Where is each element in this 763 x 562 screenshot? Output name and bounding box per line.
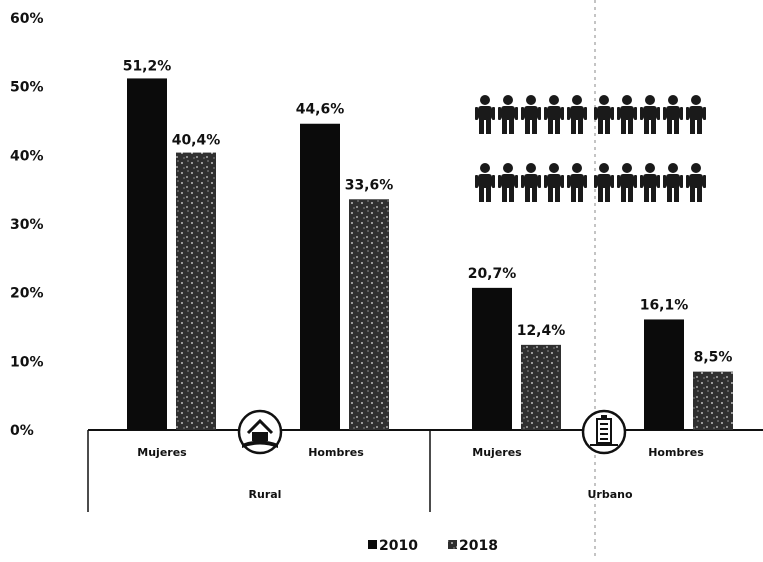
y-tick-label: 20% [10,286,44,302]
bar-2018-2 [521,344,561,430]
people-icon [521,95,541,134]
house-ground [242,440,278,448]
urban-building-icon [581,409,627,455]
house-body [252,432,268,441]
people-icon [640,163,660,202]
people-icon [521,163,541,202]
category-label: Mujeres [137,446,187,459]
value-label: 8,5% [694,350,733,366]
people-icon [475,163,495,202]
bar-2018-0 [176,152,216,430]
value-label: 16,1% [640,297,689,313]
legend-label: 2018 [459,538,498,554]
bar-2018-3 [693,371,733,430]
value-label: 40,4% [172,133,221,149]
people-icon [640,95,660,134]
legend-swatch-2010 [368,540,377,549]
y-tick-label: 10% [10,354,44,370]
legend-swatch-2018 [448,540,457,549]
rural-house-icon [237,409,283,455]
legend-label: 2010 [379,538,418,554]
value-label: 20,7% [468,266,517,282]
y-tick-label: 40% [10,148,44,164]
bar-2010-0 [127,78,167,430]
bar-2018-1 [349,199,389,430]
people-icon [475,95,495,134]
people-icon [567,163,587,202]
y-tick-label: 0% [10,423,34,439]
people-icon [498,163,518,202]
bar-2010-3 [644,319,684,430]
people-icon [663,95,683,134]
people-icon [594,163,614,202]
value-label: 51,2% [123,58,172,74]
y-tick-label: 60% [10,11,44,27]
icon-ring [581,409,627,455]
people-icon [617,163,637,202]
value-label: 44,6% [296,102,345,118]
people-icon [544,163,564,202]
y-tick-label: 50% [10,80,44,96]
group-label: Urbano [587,488,632,501]
people-icon [663,163,683,202]
people-icon [686,95,706,134]
category-label: Hombres [308,446,364,459]
category-label: Mujeres [472,446,522,459]
group-label: Rural [249,488,282,501]
people-icon [544,95,564,134]
bar-2010-1 [300,123,340,430]
people-icon [686,163,706,202]
building-top [601,415,607,419]
bar-2010-2 [472,287,512,430]
value-label: 12,4% [517,323,566,339]
people-icon [594,95,614,134]
people-icon [617,95,637,134]
house-roof [246,418,274,435]
people-icon [498,95,518,134]
category-label: Hombres [648,446,704,459]
people-icon [567,95,587,134]
value-label: 33,6% [345,177,394,193]
y-tick-label: 30% [10,217,44,233]
